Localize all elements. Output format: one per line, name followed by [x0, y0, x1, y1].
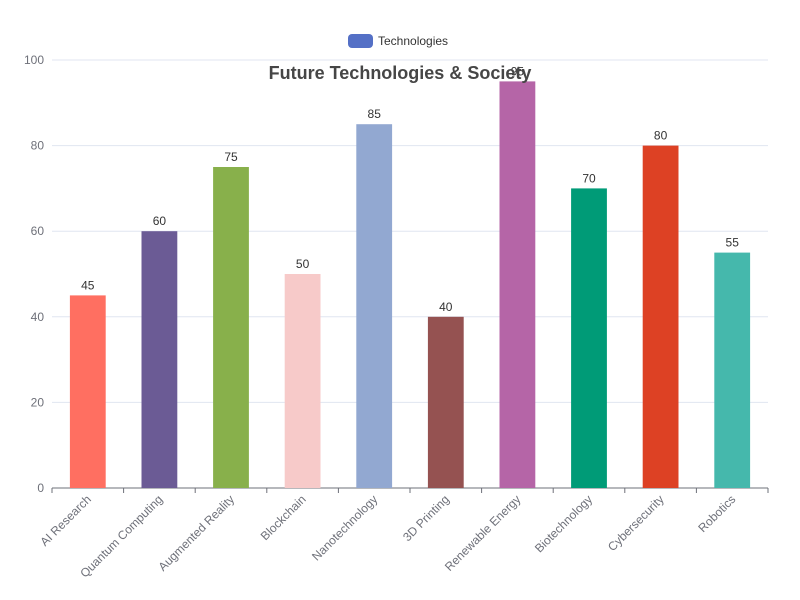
bar[interactable] — [284, 274, 321, 488]
bar-value-label: 80 — [654, 129, 668, 143]
chart-title: Future Technologies & Society — [269, 63, 532, 83]
bar[interactable] — [642, 145, 679, 488]
bars — [69, 81, 751, 489]
legend-swatch — [348, 34, 373, 48]
bar[interactable] — [714, 252, 751, 488]
bar-value-label: 55 — [726, 236, 740, 250]
bar-value-label: 40 — [439, 300, 453, 314]
bar[interactable] — [69, 295, 106, 488]
x-category-label: Robotics — [695, 492, 738, 535]
y-tick-label: 0 — [37, 481, 44, 495]
x-category-label: AI Research — [37, 492, 94, 549]
bar[interactable] — [427, 316, 464, 488]
x-category-label: 3D Printing — [400, 492, 452, 544]
bar[interactable] — [499, 81, 536, 489]
bar-value-label: 75 — [224, 150, 238, 164]
bar-value-label: 50 — [296, 257, 310, 271]
bar-value-label: 70 — [582, 171, 596, 185]
bar[interactable] — [213, 167, 249, 488]
y-tick-label: 60 — [31, 224, 45, 238]
y-tick-label: 100 — [24, 53, 44, 67]
bar-value-label: 45 — [81, 278, 95, 292]
y-tick-label: 80 — [31, 139, 45, 153]
y-tick-label: 20 — [31, 395, 45, 409]
x-category-label: Biotechnology — [532, 492, 595, 555]
bar[interactable] — [571, 188, 607, 488]
bar[interactable] — [141, 231, 178, 488]
legend[interactable]: Technologies — [348, 34, 448, 48]
x-category-label: Blockchain — [258, 492, 309, 543]
bar-value-label: 60 — [153, 214, 167, 228]
x-category-label: Cybersecurity — [605, 492, 667, 554]
bar-value-label: 95 — [511, 64, 525, 78]
x-category-label: Nanotechnology — [309, 492, 380, 563]
legend-label: Technologies — [378, 34, 448, 48]
bar[interactable] — [356, 124, 393, 488]
y-tick-label: 40 — [31, 310, 45, 324]
data-labels: 45 60 75 50 85 40 95 70 80 55 — [81, 64, 739, 313]
x-category-label: Augmented Reality — [156, 492, 238, 574]
bar-value-label: 85 — [368, 107, 382, 121]
x-category-label: Renewable Energy — [442, 492, 524, 574]
